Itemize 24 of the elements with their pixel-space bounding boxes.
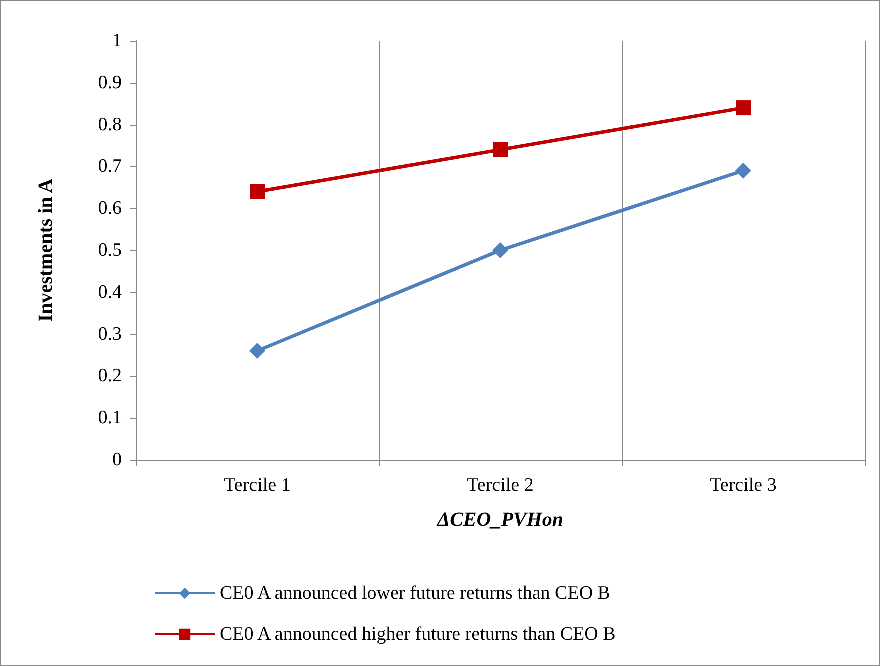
y-tick-label: 0.4 (98, 282, 122, 303)
y-tick-label: 0.5 (98, 240, 122, 261)
y-tick-label: 0.7 (98, 156, 122, 178)
y-tick-label: 0 (112, 450, 122, 470)
point (250, 184, 265, 200)
y-tick-label: 0.9 (98, 72, 122, 94)
y-tick-label: 0.8 (98, 114, 122, 136)
y-tick-label: 0.6 (98, 198, 122, 220)
point (250, 343, 266, 360)
legend-label: CE0 A announced higher future returns than CEO B (220, 624, 616, 645)
point (736, 100, 751, 116)
legend-label: CE0 A announced lower future returns than CEO B (220, 583, 610, 604)
point (493, 142, 508, 158)
x-tick-label: Tercile 3 (710, 475, 777, 496)
x-tick-label: Tercile 1 (224, 475, 291, 496)
y-tick-label: 0.3 (98, 324, 122, 345)
y-tick-label: 1 (112, 30, 122, 52)
point (736, 162, 752, 179)
y-tick-label: 0.2 (98, 366, 122, 387)
x-tick-label: Tercile 2 (467, 475, 534, 496)
y-axis-title: Investments in A (35, 178, 57, 322)
x-axis-title: ΔCEO_PVHon (436, 509, 564, 531)
y-tick-label: 0.1 (98, 408, 122, 429)
point (492, 242, 508, 258)
